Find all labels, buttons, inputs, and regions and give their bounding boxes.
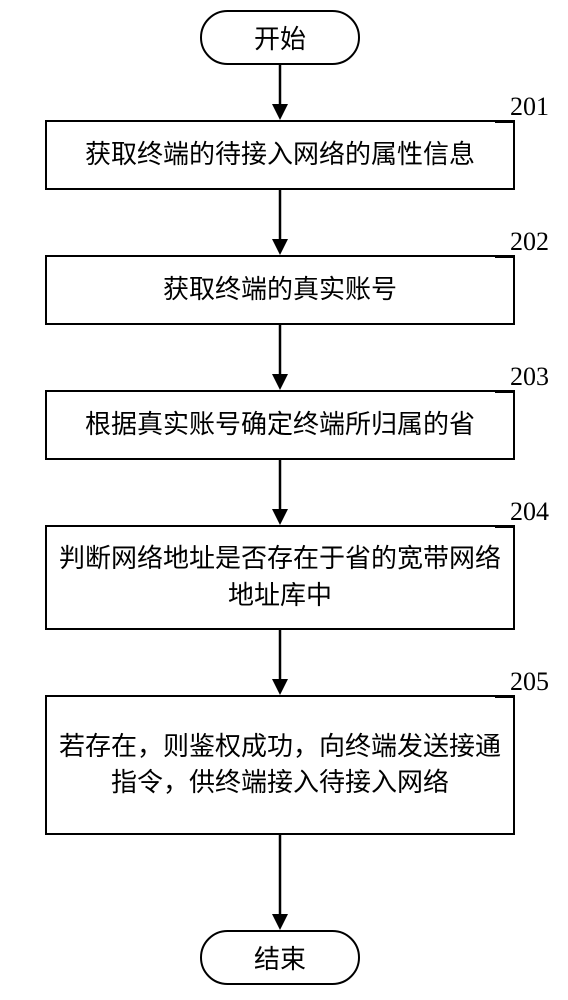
terminator-end-label: 结束 [254, 939, 306, 976]
leader-tick [495, 255, 515, 258]
process-202: 获取终端的真实账号 [45, 255, 515, 325]
process-204-label: 判断网络地址是否存在于省的宽带网络地址库中 [57, 541, 503, 614]
flowchart-canvas: 开始 结束 获取终端的待接入网络的属性信息 获取终端的真实账号 根据真实账号确定… [0, 0, 568, 1000]
terminator-start: 开始 [200, 10, 360, 65]
process-201-label: 获取终端的待接入网络的属性信息 [85, 137, 475, 173]
process-203-label: 根据真实账号确定终端所归属的省 [85, 407, 475, 443]
leader-tick [495, 695, 515, 698]
terminator-end: 结束 [200, 930, 360, 985]
leader-tick [495, 525, 515, 528]
process-202-label: 获取终端的真实账号 [163, 272, 397, 308]
leader-tick [495, 120, 515, 123]
step-number-202: 202 [510, 227, 549, 257]
process-204: 判断网络地址是否存在于省的宽带网络地址库中 [45, 525, 515, 630]
step-number-205: 205 [510, 667, 549, 697]
step-number-204: 204 [510, 497, 549, 527]
process-203: 根据真实账号确定终端所归属的省 [45, 390, 515, 460]
process-201: 获取终端的待接入网络的属性信息 [45, 120, 515, 190]
leader-tick [495, 390, 515, 393]
step-number-201: 201 [510, 92, 549, 122]
process-205: 若存在，则鉴权成功，向终端发送接通指令，供终端接入待接入网络 [45, 695, 515, 835]
terminator-start-label: 开始 [254, 19, 306, 56]
process-205-label: 若存在，则鉴权成功，向终端发送接通指令，供终端接入待接入网络 [57, 729, 503, 802]
step-number-203: 203 [510, 362, 549, 392]
